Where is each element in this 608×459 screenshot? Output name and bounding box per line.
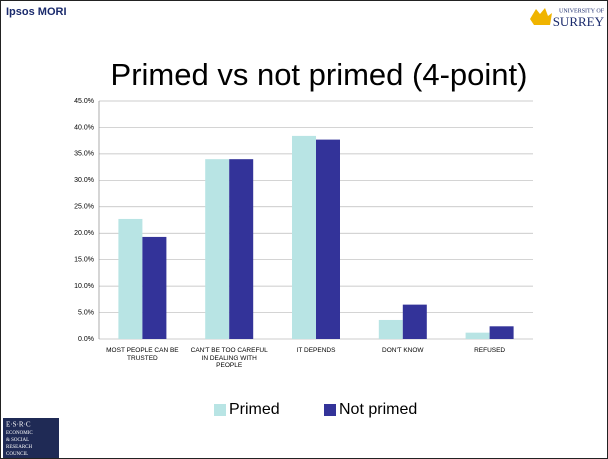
legend-swatch	[324, 404, 336, 416]
brand: Ipsos MORI	[6, 6, 67, 18]
logo-text: E·S·R·C	[6, 421, 31, 429]
x-tick-label: MOST PEOPLE CAN BE TRUSTED	[106, 347, 179, 362]
y-tick-label: 20.0%	[74, 230, 94, 237]
y-tick-label: 25.0%	[74, 204, 94, 211]
bar	[402, 304, 427, 339]
logo-text: SURREY	[553, 14, 605, 29]
bar	[118, 218, 143, 339]
bar	[489, 326, 514, 339]
x-tick-label: DON'T KNOW	[382, 347, 424, 354]
y-tick-label: 40.0%	[74, 124, 94, 131]
legend-label: Not primed	[339, 401, 417, 418]
logo-text: & SOCIAL	[6, 438, 29, 443]
bar	[316, 139, 340, 339]
y-tick-label: 15.0%	[74, 257, 94, 264]
y-tick-label: 35.0%	[74, 151, 94, 158]
legend-swatch	[214, 404, 226, 416]
legend-label: Primed	[229, 401, 280, 418]
bar	[465, 332, 490, 339]
y-tick-label: 0.0%	[78, 336, 94, 343]
logo-text: RESEARCH	[6, 445, 33, 450]
y-tick-label: 45.0%	[74, 98, 94, 105]
logo-text: ECONOMIC	[6, 431, 33, 436]
chart-title: Primed vs not primed (4-point)	[111, 57, 528, 92]
bar	[205, 159, 230, 339]
esrc-logo	[3, 418, 59, 458]
surrey-emblem	[530, 8, 552, 25]
bar	[229, 159, 254, 339]
y-tick-label: 5.0%	[78, 309, 94, 316]
bar	[142, 236, 167, 339]
logo-text: UNIVERSITY OF	[559, 8, 605, 14]
y-tick-label: 30.0%	[74, 177, 94, 184]
y-tick-label: 10.0%	[74, 283, 94, 290]
x-tick-label: REFUSED	[474, 347, 506, 354]
logo-text: COUNCIL	[6, 452, 28, 457]
x-tick-label: IT DEPENDS	[296, 347, 336, 354]
x-tick-label: CAN'T BE TOO CAREFUL IN DEALING WITH PEO…	[190, 347, 268, 369]
bar	[292, 135, 316, 339]
bar	[378, 319, 403, 339]
